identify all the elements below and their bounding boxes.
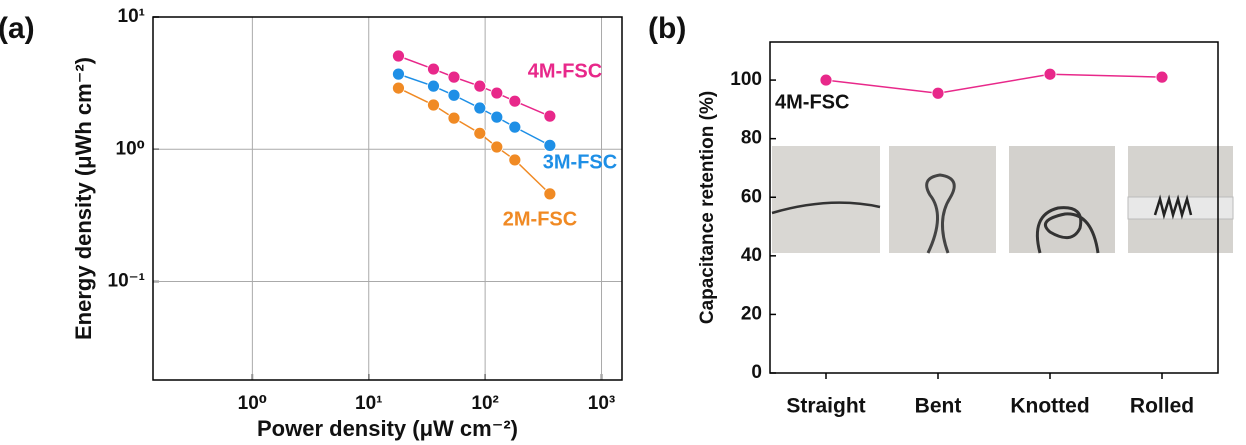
wire <box>771 201 881 215</box>
marker <box>447 70 461 84</box>
marker <box>473 126 487 140</box>
marker <box>508 94 522 108</box>
x-axis-title: Power density (μW cm⁻²) <box>257 416 518 441</box>
y-tick-label: 60 <box>741 186 762 207</box>
marker <box>427 62 440 76</box>
marker <box>392 81 405 95</box>
x-tick-label: Knotted <box>1010 395 1089 418</box>
marker <box>392 49 405 63</box>
x-tick-label: 10² <box>471 393 498 414</box>
photo-knotted <box>1009 146 1115 253</box>
marker <box>931 86 945 100</box>
panel-label: (a) <box>0 12 35 45</box>
marker <box>427 79 440 93</box>
y-axis-title: Capacitance retention (%) <box>697 91 718 324</box>
marker <box>490 140 504 154</box>
y-tick-label: 10¹ <box>118 6 145 27</box>
y-tick-label: 10⁻¹ <box>108 271 146 292</box>
y-tick-label: 80 <box>741 128 762 149</box>
marker <box>543 109 557 123</box>
marker <box>473 79 487 93</box>
y-tick-label: 0 <box>751 362 762 383</box>
marker <box>543 138 557 152</box>
x-tick-label: Rolled <box>1130 395 1194 418</box>
marker <box>490 86 504 100</box>
marker <box>447 88 461 102</box>
marker <box>1155 70 1169 84</box>
x-tick-label: 10³ <box>588 393 615 414</box>
y-tick-label: 20 <box>741 303 762 324</box>
photos <box>771 146 1234 254</box>
y-axis-title: Energy density (μWh cm⁻²) <box>71 57 96 340</box>
x-tick-label: Straight <box>786 395 865 418</box>
marker <box>473 101 487 115</box>
marker <box>819 73 833 87</box>
series-label: 2M-FSC <box>503 208 577 230</box>
y-tick-label: 100 <box>730 69 762 90</box>
series-line <box>398 87 551 195</box>
marker <box>1043 67 1057 81</box>
x-tick-label: 10¹ <box>355 393 382 414</box>
marker <box>490 110 504 124</box>
y-tick-label: 10⁰ <box>116 138 145 159</box>
marker <box>447 111 461 125</box>
series-label: 3M-FSC <box>543 151 617 173</box>
panel-label: (b) <box>648 12 686 45</box>
marker <box>392 67 405 81</box>
annotation: 4M-FSC <box>775 91 849 113</box>
series-line <box>825 73 1163 95</box>
series-label: 4M-FSC <box>528 60 602 82</box>
x-tick-label: Bent <box>915 395 962 418</box>
photo-straight <box>772 146 880 253</box>
x-tick-label: 10⁰ <box>238 393 267 414</box>
wire <box>1035 206 1100 254</box>
marker <box>508 120 522 134</box>
marker <box>427 98 440 112</box>
marker <box>508 153 522 167</box>
marker <box>543 187 557 201</box>
plot-frame <box>769 41 1219 374</box>
y-tick-label: 40 <box>741 245 762 266</box>
wire <box>1153 194 1193 220</box>
plot-frame <box>152 16 623 381</box>
wire <box>925 173 956 254</box>
